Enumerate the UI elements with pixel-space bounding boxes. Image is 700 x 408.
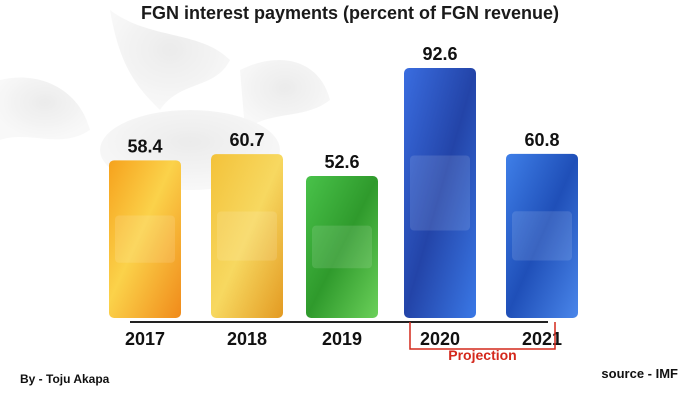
bar-2020 <box>404 67 476 318</box>
bar-2017 <box>109 160 181 318</box>
tick-label-2018: 2018 <box>227 329 267 349</box>
bar-2021 <box>506 153 578 318</box>
value-labels-group: 58.4 60.7 52.6 92.6 60.8 <box>127 44 559 172</box>
tick-label-2020: 2020 <box>420 329 460 349</box>
tick-label-2019: 2019 <box>322 329 362 349</box>
tick-label-2021: 2021 <box>522 329 562 349</box>
projection-bracket <box>409 322 556 350</box>
bars-group <box>109 67 578 318</box>
bar-texture-2017 <box>115 215 175 263</box>
chart-title: FGN interest payments (percent of FGN re… <box>140 3 560 23</box>
tick-labels-group: 2017 2018 2019 2020 2021 <box>125 329 562 349</box>
author-credit: By - Toju Akapa <box>20 372 110 386</box>
tick-label-2017: 2017 <box>125 329 165 349</box>
value-label-2019: 52.6 <box>324 152 359 172</box>
value-label-2018: 60.7 <box>229 130 264 150</box>
bar-texture-2019 <box>312 225 372 269</box>
value-label-2017: 58.4 <box>127 136 162 156</box>
source-credit: source - IMF <box>601 366 678 381</box>
projection-label: Projection <box>448 347 517 363</box>
value-label-2020: 92.6 <box>422 44 457 64</box>
value-label-2021: 60.8 <box>524 130 559 150</box>
bar-2018 <box>211 154 283 318</box>
bar-texture-2021 <box>512 211 572 261</box>
bar-2019 <box>306 175 378 318</box>
bar-texture-2020 <box>410 155 470 231</box>
bar-texture-2018 <box>217 211 277 261</box>
